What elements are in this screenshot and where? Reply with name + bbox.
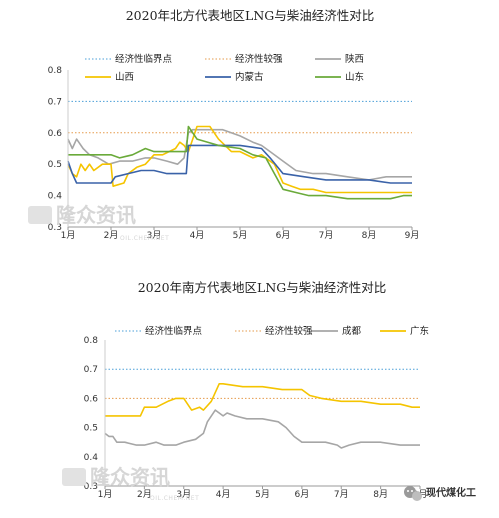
north-x-tick-label: 6月 [276, 230, 291, 241]
north-x-tick-label: 4月 [190, 230, 205, 241]
south-watermark: 隆众资讯 OIL.CHEM.NET [62, 465, 199, 502]
watermark-logo-icon [28, 206, 52, 224]
north-y-tick-label: 0.7 [48, 97, 62, 107]
watermark-text: 隆众资讯 [56, 203, 136, 227]
south-y-tick-label: 0.5 [84, 424, 98, 434]
north-legend-label: 山东 [345, 71, 364, 83]
watermark-subtext: OIL.CHEM.NET [150, 495, 199, 502]
north-x-tick-label: 9月 [405, 230, 420, 241]
north-series [67, 125, 412, 200]
north-y-tick-label: 0.3 [48, 223, 62, 233]
north-reference-lines [68, 100, 412, 134]
north-y-tick-label: 0.8 [48, 66, 63, 76]
north-legend-label: 经济性临界点 [115, 53, 173, 65]
south-series-line-成都 [104, 409, 420, 449]
north-y-tick-label: 0.6 [48, 129, 63, 139]
south-x-tick-label: 4月 [216, 489, 231, 500]
watermark-subtext: OIL.CHEM.NET [120, 235, 169, 242]
north-y-ticks: 0.3 0.4 0.5 0.6 0.7 0.8 [48, 66, 63, 233]
north-x-ticks: 1月 2月 3月 4月 5月 6月 7月 8月 9月 [61, 227, 420, 241]
north-series-line-内蒙古 [67, 144, 412, 184]
north-series-line-山东 [68, 125, 412, 200]
south-x-tick-label: 8月 [373, 489, 388, 500]
north-y-tick-label: 0.5 [48, 160, 62, 170]
south-series [104, 382, 420, 449]
south-x-tick-label: 6月 [295, 489, 310, 500]
watermark-logo-icon [62, 468, 86, 486]
south-y-tick-label: 0.3 [84, 482, 98, 492]
north-legend-label: 经济性较强 [235, 53, 283, 65]
south-legend-label: 经济性较强 [265, 325, 313, 337]
south-chart-legend: 经济性临界点 经济性较强 成都 广东 [115, 325, 429, 337]
north-watermark: 隆众资讯 OIL.CHEM.NET [28, 203, 169, 242]
south-y-tick-label: 0.7 [84, 365, 98, 375]
south-y-ticks: 0.3 0.4 0.5 0.6 0.7 0.8 [84, 336, 99, 492]
wechat-icon [404, 486, 422, 501]
credit-badge: 现代煤化工 [404, 486, 476, 501]
north-x-tick-label: 5月 [233, 230, 248, 241]
north-chart-title: 2020年北方代表地区LNG与柴油经济性对比 [126, 8, 375, 23]
south-x-tick-label: 2月 [137, 489, 152, 500]
south-y-tick-label: 0.8 [84, 336, 99, 346]
north-x-tick-label: 8月 [362, 230, 377, 241]
north-legend-label: 陕西 [345, 53, 364, 65]
south-y-tick-label: 0.6 [84, 394, 99, 404]
south-x-tick-label: 1月 [98, 489, 113, 500]
south-legend-label: 成都 [342, 325, 362, 337]
north-legend-label: 内蒙古 [235, 71, 264, 83]
watermark-text: 隆众资讯 [90, 465, 170, 489]
south-chart: 2020年南方代表地区LNG与柴油经济性对比 经济性临界点 经济性较强 成都 广东 0… [62, 280, 429, 502]
south-legend-label: 广东 [410, 325, 429, 337]
south-reference-lines [105, 368, 420, 399]
north-x-tick-label: 3月 [147, 230, 162, 241]
south-legend-label: 经济性临界点 [145, 325, 203, 337]
credit-text: 现代煤化工 [426, 486, 476, 499]
south-y-tick-label: 0.4 [84, 453, 99, 463]
south-chart-title: 2020年南方代表地区LNG与柴油经济性对比 [138, 280, 387, 295]
south-series-line-广东 [105, 382, 420, 417]
north-legend-label: 山西 [115, 72, 134, 83]
north-x-tick-label: 7月 [319, 230, 334, 241]
south-x-tick-label: 5月 [255, 489, 270, 500]
north-y-tick-label: 0.4 [48, 192, 63, 202]
north-x-tick-label: 2月 [104, 230, 119, 241]
south-x-tick-label: 7月 [334, 489, 349, 500]
south-x-tick-label: 3月 [176, 489, 191, 500]
north-series-line-陕西 [67, 128, 412, 181]
north-x-tick-label: 1月 [61, 230, 76, 241]
